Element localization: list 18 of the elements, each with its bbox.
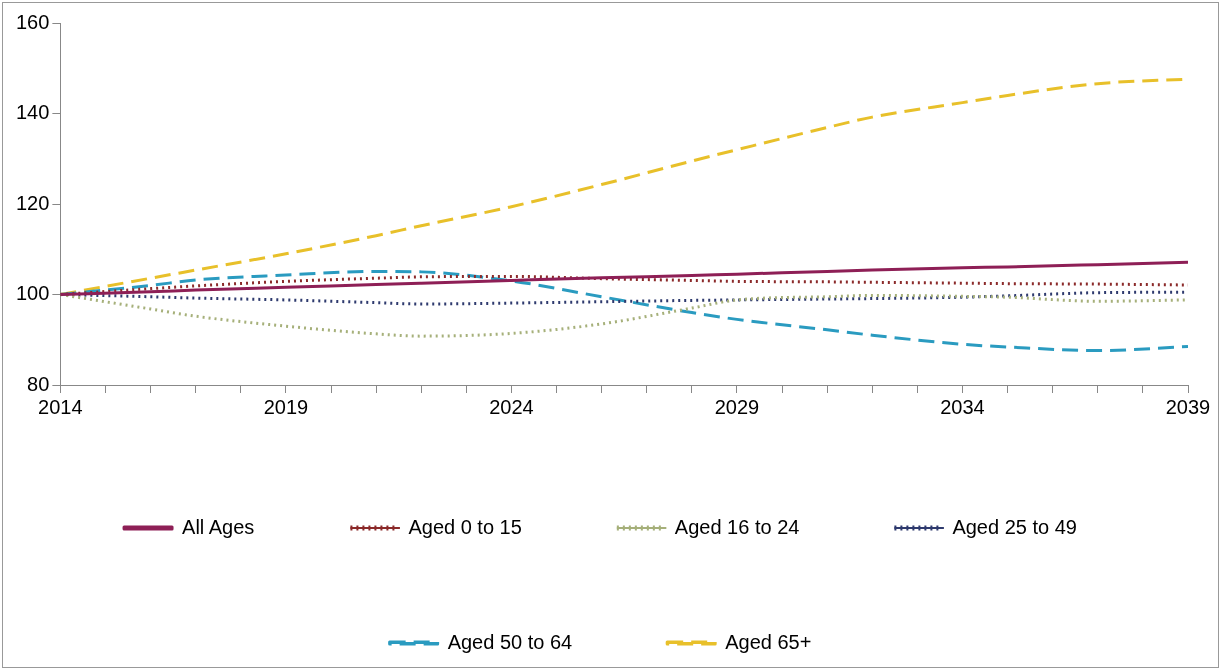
legend-label: Aged 0 to 15	[408, 515, 522, 538]
y-tick-label: 120	[15, 191, 50, 214]
x-tick-label: 2024	[489, 395, 534, 418]
x-tick-label: 2019	[263, 395, 309, 418]
x-tick-label: 2039	[1165, 395, 1211, 418]
y-tick-label: 80	[27, 372, 50, 395]
line-series	[60, 260, 1188, 296]
legend-label: Aged 16 to 24	[674, 515, 800, 538]
legend-label: Aged 50 to 64	[447, 630, 573, 653]
legend-label: All Ages	[182, 515, 255, 538]
legend-label: Aged 25 to 49	[952, 515, 1077, 538]
legend-label: Aged 65+	[725, 630, 812, 653]
x-tick-label: 2014	[38, 395, 83, 418]
y-tick-label: 100	[15, 282, 50, 305]
x-tick-label: 2029	[714, 395, 760, 418]
y-tick-label: 140	[15, 101, 50, 124]
x-tick-label: 2034	[940, 395, 985, 418]
y-tick-label: 160	[15, 10, 50, 33]
